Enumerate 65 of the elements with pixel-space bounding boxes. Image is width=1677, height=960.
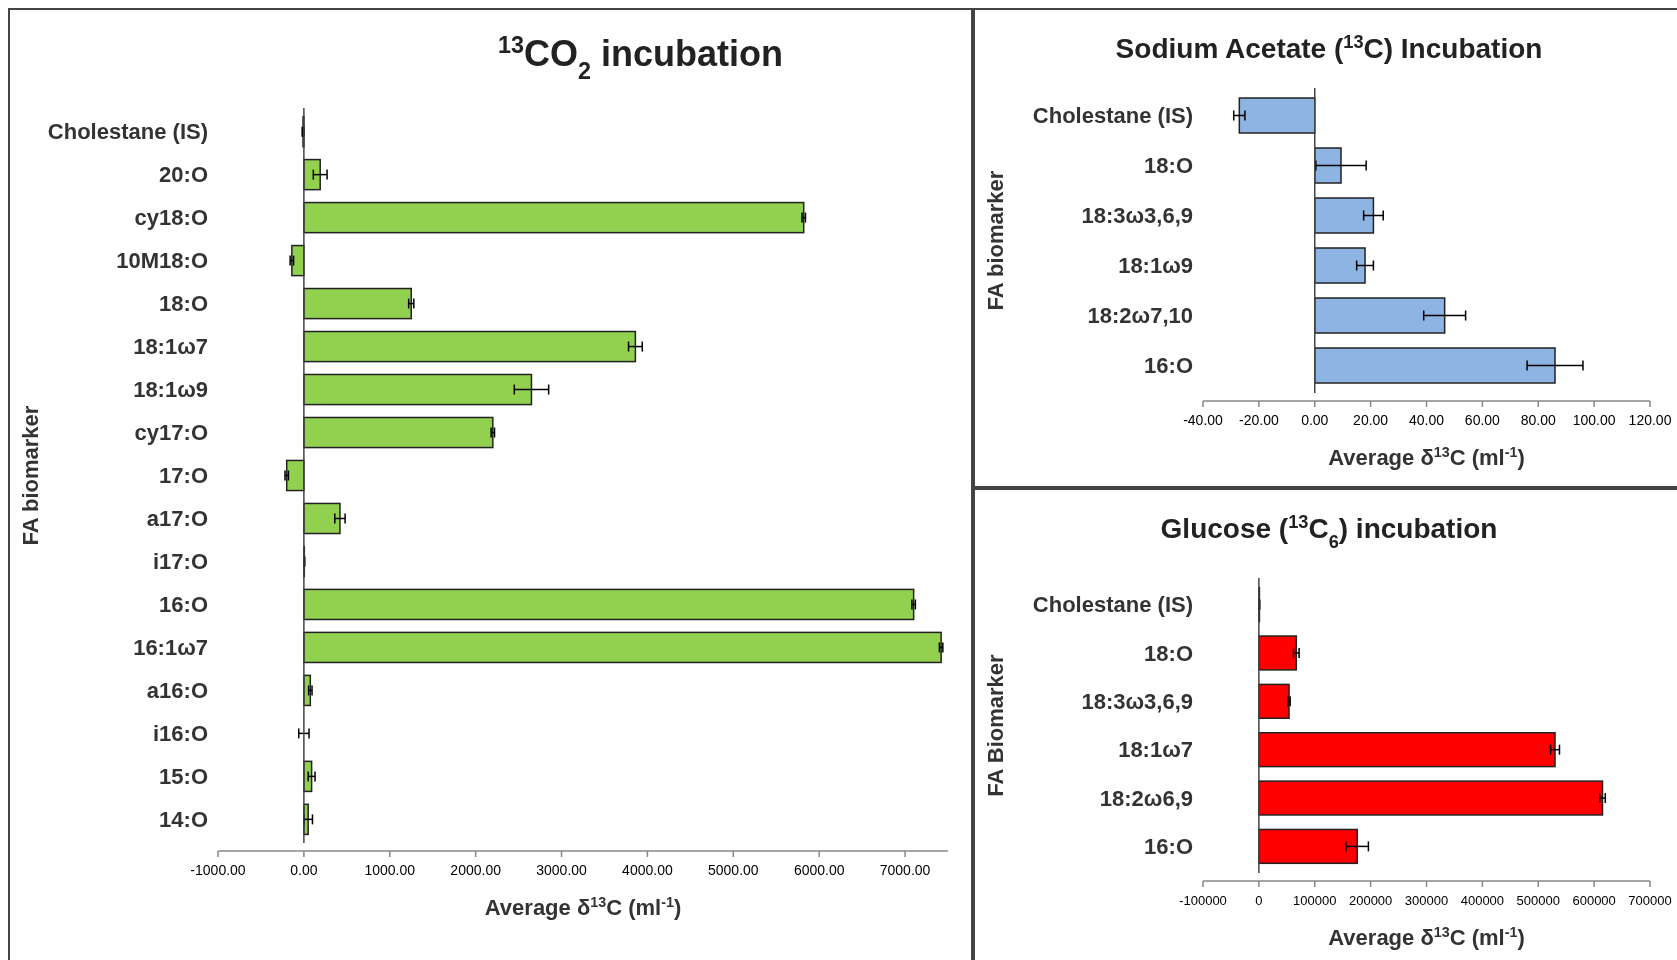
y-tick-label: cy17:O	[134, 420, 208, 446]
x-tick-label: 200000	[1348, 893, 1393, 908]
x-tick-label: 0.00	[290, 862, 318, 878]
y-tick-label: Cholestane (IS)	[1032, 592, 1193, 618]
y-axis-title: FA biomarker	[18, 405, 43, 546]
y-tick-label: i17:O	[152, 549, 208, 575]
y-tick-label: 10M18:O	[116, 248, 208, 274]
y-tick-label: 18:O	[1144, 640, 1193, 666]
y-tick-label: 20:O	[159, 162, 208, 188]
x-tick-label: 100000	[1293, 893, 1337, 908]
y-tick-label: 18:1ω7	[133, 334, 208, 360]
y-tick-label: 18:1ω9	[133, 377, 208, 403]
x-tick-label: 7000.00	[879, 862, 931, 878]
y-tick-label: 16:O	[1144, 834, 1193, 860]
y-axis-title: FA Biomarker	[983, 653, 1008, 797]
x-tick-label: 5000.00	[707, 862, 759, 878]
x-tick-label: 0.00	[1301, 412, 1329, 428]
y-tick-label: Cholestane (IS)	[47, 119, 208, 145]
y-tick-label: a16:O	[146, 678, 208, 704]
x-axis-title: Average δ$^{13}$C (ml$^{-1}$)	[484, 894, 682, 920]
x-axis-title: Average δ$^{13}$C (ml$^{-1}$)	[1328, 444, 1525, 470]
x-tick-label: -100000	[1179, 893, 1227, 908]
x-tick-label: 0	[1255, 893, 1263, 908]
x-tick-label: 80.00	[1520, 412, 1556, 428]
x-tick-label: 400000	[1460, 893, 1505, 908]
y-tick-label: 17:O	[159, 463, 208, 489]
x-tick-label: 60.00	[1464, 412, 1501, 428]
x-tick-label: 40.00	[1408, 412, 1445, 428]
y-tick-label: 14:O	[159, 807, 208, 833]
y-tick-label: 16:O	[1144, 353, 1193, 379]
x-tick-label: -1000.00	[190, 862, 246, 878]
y-tick-label: cy18:O	[134, 205, 208, 231]
y-tick-label: 18:1ω7	[1118, 737, 1193, 763]
x-tick-label: -40.00	[1183, 412, 1224, 428]
x-tick-label: 4000.00	[622, 862, 673, 878]
x-tick-label: 300000	[1404, 893, 1449, 908]
x-tick-label: 700000	[1628, 893, 1672, 908]
x-tick-label: 2000.00	[450, 862, 502, 878]
x-tick-label: 6000.00	[793, 862, 845, 878]
y-tick-label: 15:O	[159, 764, 208, 790]
x-tick-label: 120.00	[1628, 412, 1672, 428]
x-tick-label: 500000	[1516, 893, 1560, 908]
y-tick-label: a17:O	[146, 506, 208, 532]
x-axis-title: Average δ$^{13}$C (ml$^{-1}$)	[1328, 924, 1525, 950]
y-tick-label: 18:O	[1144, 153, 1193, 179]
x-tick-label: 600000	[1572, 893, 1616, 908]
y-tick-label: 18:3ω3,6,9	[1081, 203, 1193, 229]
x-tick-label: 3000.00	[536, 862, 588, 878]
y-tick-label: i16:O	[152, 721, 208, 747]
chart-title: Glucose ($^{13}$C$_{6}$) incubation	[1160, 512, 1498, 552]
x-tick-label: 20.00	[1353, 412, 1389, 428]
chart-title: Sodium Acetate ($^{13}$C) Incubation	[1115, 32, 1543, 64]
y-tick-label: 18:2ω7,10	[1087, 303, 1193, 329]
y-tick-label: 18:2ω6,9	[1099, 785, 1193, 811]
y-tick-label: Cholestane (IS)	[1032, 103, 1193, 129]
y-axis-title: FA biomarker	[983, 170, 1008, 311]
y-tick-label: 16:1ω7	[133, 635, 208, 661]
y-tick-label: 18:3ω3,6,9	[1081, 689, 1193, 715]
chart-title: $^{13}$CO$_{2}$ incubation	[497, 32, 784, 84]
y-tick-label: 16:O	[159, 592, 208, 618]
y-tick-label: 18:O	[159, 291, 208, 317]
x-tick-label: 100.00	[1572, 412, 1616, 428]
x-tick-label: -20.00	[1239, 412, 1279, 428]
y-tick-label: 18:1ω9	[1118, 253, 1193, 279]
x-tick-label: 1000.00	[364, 862, 416, 878]
